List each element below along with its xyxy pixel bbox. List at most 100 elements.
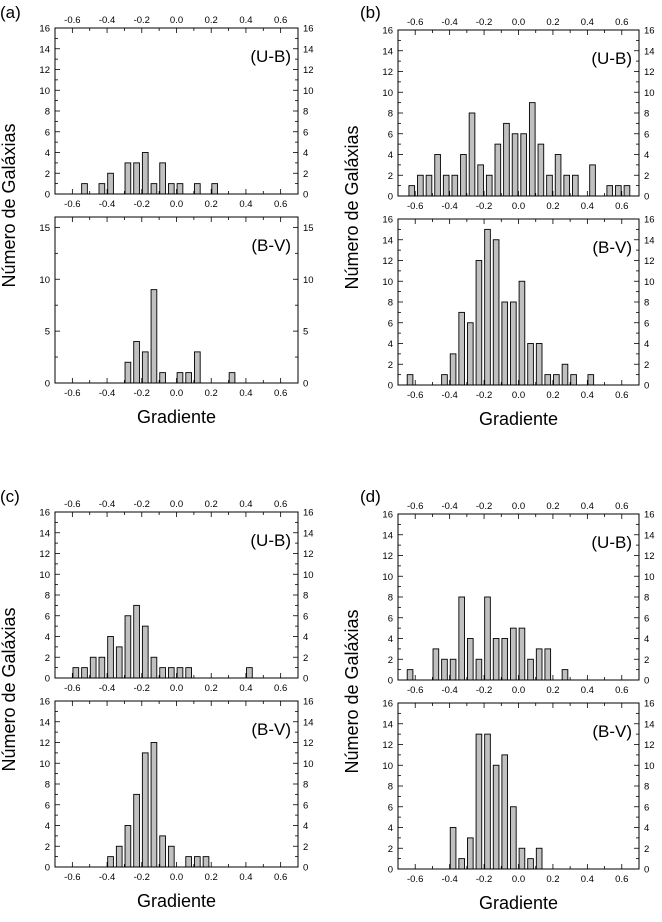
y-tick-label-right: 2 [303, 169, 308, 180]
x-tick-label: 0.0 [512, 874, 525, 885]
histogram-bar [194, 351, 201, 384]
histogram-bar [458, 596, 465, 681]
y-tick-label-right: 12 [303, 65, 314, 76]
histogram-bar [546, 174, 553, 197]
histogram-bar [442, 174, 450, 197]
y-tick-label-right: 6 [303, 611, 308, 622]
x-tick-label: 0.6 [615, 201, 628, 212]
histogram-panel: -0.6 -0.6 -0.4 -0.4 -0.2 -0.2 0.0 0.0 0.2 0.2 0.4 0… [342, 487, 655, 774]
histogram-bar [503, 122, 510, 197]
panel-label: (B-V) [251, 236, 291, 255]
y-tick-label-right: 8 [303, 107, 308, 118]
y-tick-label-right: 16 [303, 697, 314, 708]
y-tick-label: 8 [45, 591, 50, 602]
y-tick-label: 14 [382, 530, 393, 541]
histogram-bar [449, 353, 457, 386]
x-tick-label: 0.6 [274, 872, 287, 883]
histogram-bar [475, 260, 483, 386]
x-tick-label-top: -0.6 [407, 17, 423, 28]
histogram-bar [554, 154, 562, 197]
y-tick-label: 6 [45, 800, 50, 811]
x-tick-label-top: -0.2 [476, 501, 492, 512]
quadrant-label: (b) [360, 3, 381, 22]
y-tick-label-right: 6 [644, 129, 649, 140]
histogram-bar [518, 627, 526, 681]
y-tick-label-right: 10 [303, 759, 314, 770]
histogram-bar [150, 742, 158, 868]
y-tick-label: 0 [45, 674, 50, 685]
x-tick-label: -0.6 [407, 685, 423, 696]
y-tick-label-right: 2 [644, 360, 649, 371]
histogram-bar [159, 667, 166, 679]
histogram-bar [246, 667, 253, 679]
x-tick-label: 0.0 [170, 388, 183, 399]
x-tick-label: -0.6 [407, 390, 423, 401]
y-tick-label-right: 10 [644, 88, 655, 99]
y-tick-label-right: 10 [303, 570, 314, 581]
y-tick-label: 2 [45, 842, 50, 853]
histogram-bar [477, 164, 484, 197]
histogram-bar [520, 133, 527, 197]
y-tick-label: 10 [382, 572, 393, 583]
histogram-bar [589, 164, 596, 197]
x-tick-label: -0.2 [134, 199, 150, 210]
y-tick-label: 10 [39, 86, 50, 97]
y-tick-label: 16 [382, 26, 393, 37]
x-tick-label: -0.6 [64, 199, 80, 210]
histogram-bar [432, 648, 440, 681]
histogram-bar [451, 174, 459, 197]
x-tick-label-top: 0.6 [615, 17, 628, 28]
histogram-bar [553, 374, 560, 386]
histogram-bar [434, 154, 441, 197]
y-tick-label-right: 2 [644, 171, 649, 182]
x-axis-title: Gradiente [479, 893, 558, 913]
y-tick-label-right: 0 [644, 676, 649, 687]
histogram-bar [133, 793, 140, 868]
histogram-bar [159, 162, 166, 195]
x-tick-label: 0.2 [205, 388, 218, 399]
y-tick-label: 2 [388, 844, 393, 855]
histogram-bar [511, 133, 519, 197]
y-tick-label-right: 8 [644, 593, 649, 604]
histogram-bar [535, 343, 543, 386]
x-tick-label: -0.4 [441, 874, 457, 885]
x-tick-label-top: 0.0 [512, 17, 525, 28]
x-tick-label: -0.2 [476, 201, 492, 212]
histogram-bar [467, 322, 474, 386]
y-tick-label-right: 4 [644, 150, 649, 161]
y-tick-label: 10 [382, 761, 393, 772]
histogram-bar [176, 372, 184, 384]
histogram-bar [475, 733, 483, 870]
x-tick-label: 0.6 [274, 388, 287, 399]
y-tick-label: 2 [388, 171, 393, 182]
y-tick-label: 16 [382, 215, 393, 226]
y-tick-label: 16 [382, 699, 393, 710]
y-tick-label-right: 2 [303, 653, 308, 664]
y-tick-label: 6 [388, 318, 393, 329]
x-tick-label-top: 0.4 [239, 499, 252, 510]
y-tick-label-right: 5 [303, 327, 308, 338]
y-tick-label: 12 [39, 65, 50, 76]
y-tick-label: 6 [388, 613, 393, 624]
y-tick-label-right: 10 [303, 86, 314, 97]
histogram-bar [425, 174, 433, 197]
x-tick-label: 0.6 [615, 685, 628, 696]
histogram-bar [150, 656, 158, 679]
x-tick-label: 0.0 [170, 199, 183, 210]
x-tick-label-top: -0.4 [441, 501, 457, 512]
x-tick-label: -0.2 [134, 683, 150, 694]
histogram-bar [510, 301, 517, 386]
histogram-bar [527, 343, 534, 386]
histogram-bar [544, 648, 552, 681]
histogram-bar [458, 858, 465, 870]
x-tick-label: 0.2 [546, 390, 559, 401]
histogram-bar [194, 183, 201, 195]
histogram-bar [98, 183, 106, 195]
histogram-bar [527, 858, 534, 870]
y-tick-label-right: 16 [644, 215, 655, 226]
histogram-bar [81, 667, 88, 679]
x-tick-label-top: 0.6 [615, 501, 628, 512]
y-tick-label-right: 0 [303, 863, 308, 874]
histogram-bar [194, 856, 201, 868]
